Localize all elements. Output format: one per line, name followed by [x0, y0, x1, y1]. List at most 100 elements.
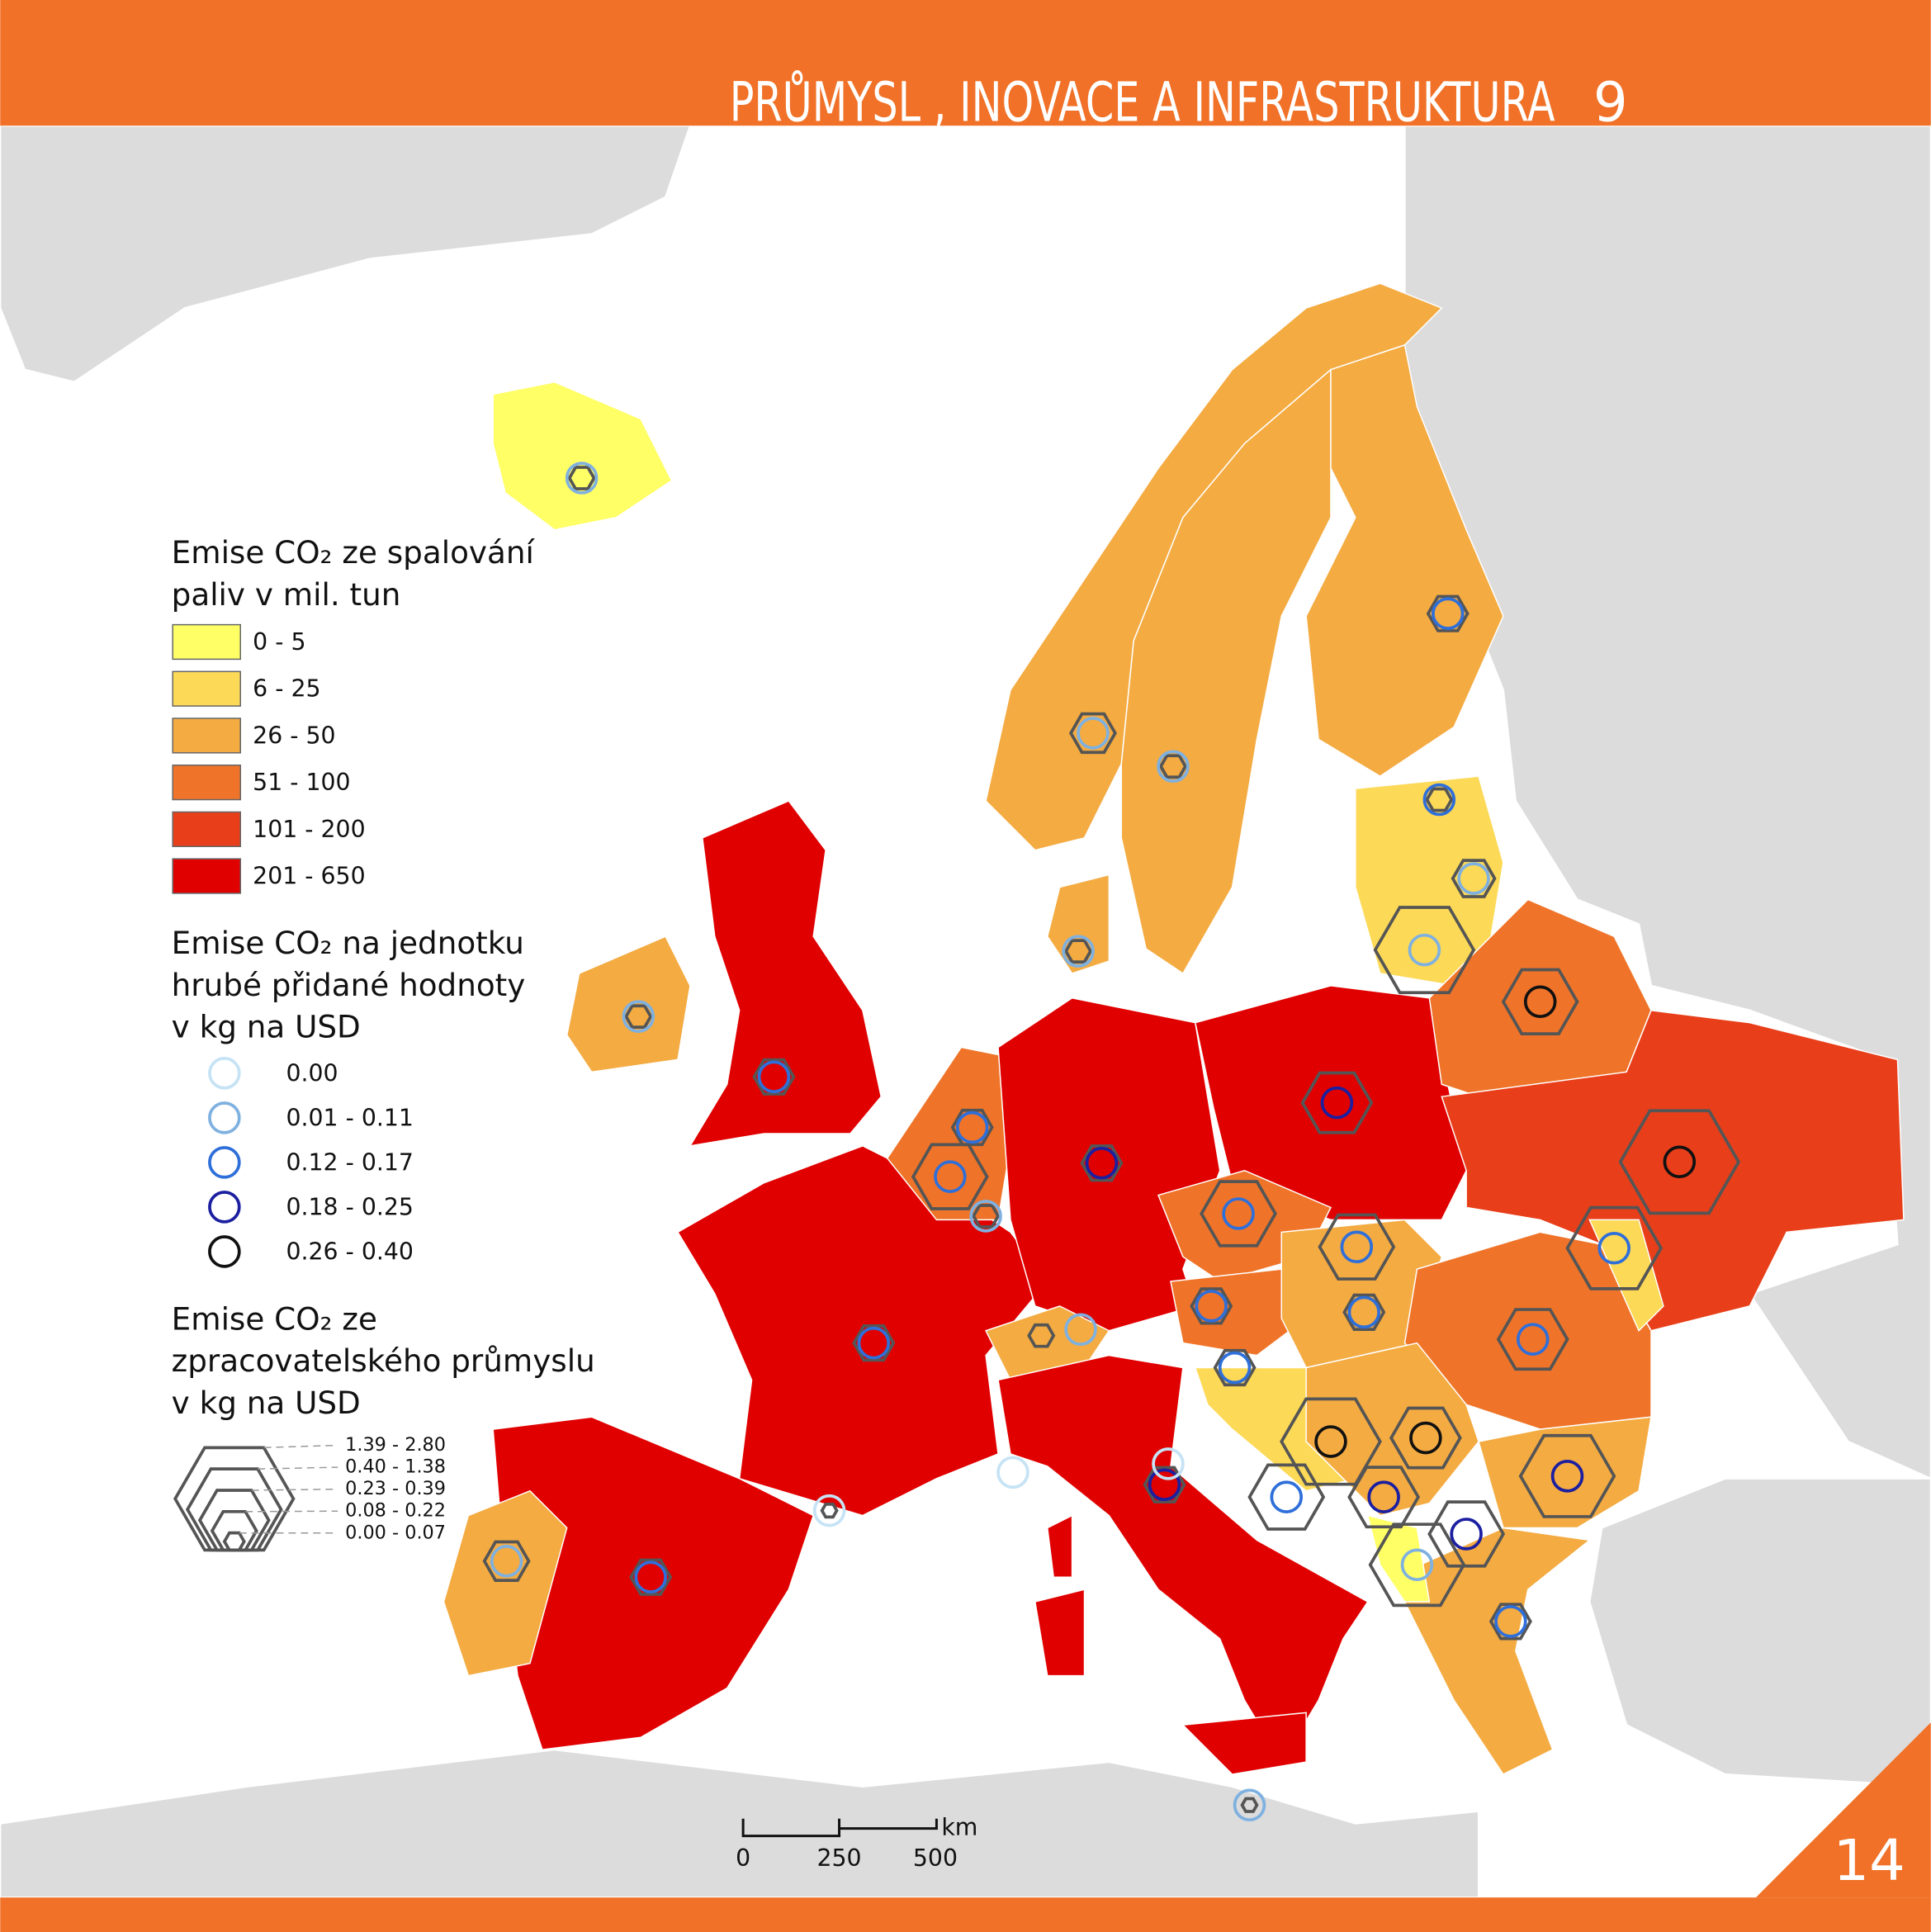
bulgaria [1478, 1416, 1652, 1529]
circle-symbol [1157, 750, 1190, 784]
legend-label: 0.01 - 0.11 [286, 1104, 413, 1131]
hexagon-symbol [1068, 712, 1117, 755]
legend-label: 6 - 25 [253, 675, 320, 703]
circle-symbol [996, 1456, 1029, 1489]
scale-unit: km [941, 1814, 977, 1841]
circle-symbol [565, 462, 599, 495]
circle-symbol [1422, 783, 1456, 817]
hexagon-symbol [567, 466, 596, 490]
circle-symbol [1367, 1480, 1400, 1513]
legend-title: v kg na USD [172, 1009, 361, 1045]
hexagon-symbol [1080, 1144, 1124, 1182]
circle-symbol [1222, 1197, 1255, 1230]
circle-symbol [622, 1000, 655, 1033]
circle-symbol [1494, 1605, 1527, 1638]
hexagon-symbol [629, 1558, 673, 1596]
hexagon-symbol [1247, 1463, 1326, 1531]
hexagon-symbol [1488, 1603, 1532, 1641]
circle-symbol [1523, 985, 1557, 1019]
legend-label: 0.26 - 0.40 [286, 1238, 413, 1265]
hexagon-symbol [1565, 1205, 1664, 1290]
hexagon-symbol [1143, 1466, 1186, 1503]
circle-symbol [1516, 1323, 1550, 1356]
legend: Emise CO₂ ze spalování paliv v mil. tun 0 … [172, 534, 595, 1552]
header-band [0, 0, 1931, 126]
legend-swatch [172, 858, 241, 894]
finland [1305, 343, 1504, 778]
circle-symbol [857, 1326, 891, 1360]
legend-label: 201 - 650 [253, 863, 365, 890]
hexagon-symbol [1496, 1308, 1569, 1371]
circle-symbol [1450, 1518, 1483, 1551]
hexagon-symbol [1347, 1466, 1421, 1529]
legend-leader [263, 1444, 338, 1449]
circle-symbol [1431, 597, 1465, 630]
circle-symbol [490, 1545, 523, 1578]
legend-swatch [172, 811, 241, 847]
scale-label: 0 [736, 1844, 750, 1872]
corsica [1046, 1514, 1073, 1578]
circle-symbol [1314, 1425, 1347, 1458]
circle-symbol [1550, 1460, 1584, 1493]
turkey [1588, 1477, 1931, 1788]
hexagon-symbol [1342, 1293, 1386, 1331]
circle-symbol [757, 1060, 791, 1094]
legend-label: 0.08 - 0.22 [345, 1500, 446, 1522]
page-corner [1755, 1722, 1931, 1898]
circle-symbol [969, 1200, 1002, 1233]
scale-bar: 0 250 500 km [736, 1814, 977, 1872]
legend-swatch [172, 717, 241, 754]
legend-label: 0.23 - 0.39 [345, 1478, 446, 1499]
switzerland [985, 1305, 1110, 1381]
hexagon-symbol [1618, 1109, 1741, 1215]
circle-symbol [955, 1110, 989, 1144]
legend-title: hrubé přidané hodnoty [172, 967, 526, 1003]
ukraine [1441, 1009, 1905, 1332]
hexagon-symbol [1425, 787, 1454, 812]
circle-symbol [1400, 1548, 1434, 1582]
hexagon-symbol [950, 1108, 994, 1147]
map [0, 125, 1931, 1899]
greece [1391, 1527, 1592, 1775]
hexagon-symbol [1318, 1213, 1396, 1281]
circle-symbol [1152, 1447, 1185, 1480]
legend-hexagon [185, 1467, 283, 1552]
circle-symbol [1148, 1468, 1181, 1502]
scale-label: 500 [913, 1844, 958, 1872]
sicily [1181, 1712, 1307, 1775]
legend-label: 1.39 - 2.80 [345, 1434, 446, 1456]
uk [689, 800, 883, 1147]
circle-symbol [1409, 1421, 1442, 1455]
moldova [1588, 1219, 1664, 1333]
hexagon-symbol [482, 1540, 531, 1582]
circle-symbol [1663, 1145, 1697, 1179]
legend-label: 26 - 50 [253, 722, 335, 749]
map-symbols [482, 462, 1741, 1822]
circle-symbol [1064, 1313, 1097, 1347]
hexagon-symbol [1190, 1287, 1233, 1325]
circle-symbol [1218, 1351, 1252, 1385]
albania [1366, 1514, 1431, 1603]
header-title: PRŮMYSL , INOVACE A INFRASTRUKTURA [730, 70, 1555, 134]
legend-label: 0.40 - 1.38 [345, 1456, 446, 1478]
legend-leader [245, 1510, 338, 1513]
circle-symbol [1077, 717, 1110, 750]
iceland [492, 381, 673, 531]
hexagon-symbol [820, 1502, 839, 1519]
legend-circle [208, 1146, 241, 1179]
hexagon-symbol [1518, 1433, 1616, 1518]
legend-title: v kg na USD [172, 1385, 361, 1421]
hexagon-symbol [1368, 1522, 1466, 1608]
hexagon-symbol [852, 1324, 896, 1362]
greenland [0, 125, 692, 383]
legend-circle [208, 1191, 241, 1224]
circle-symbol [1408, 933, 1441, 967]
legend-circle [208, 1235, 241, 1268]
legend-title: paliv v mil. tun [172, 576, 401, 613]
circle-symbol [1062, 935, 1095, 968]
portugal [443, 1489, 568, 1677]
circle-symbol [1597, 1231, 1630, 1265]
page-number: 14 [1833, 1828, 1905, 1894]
denmark [1046, 874, 1110, 974]
